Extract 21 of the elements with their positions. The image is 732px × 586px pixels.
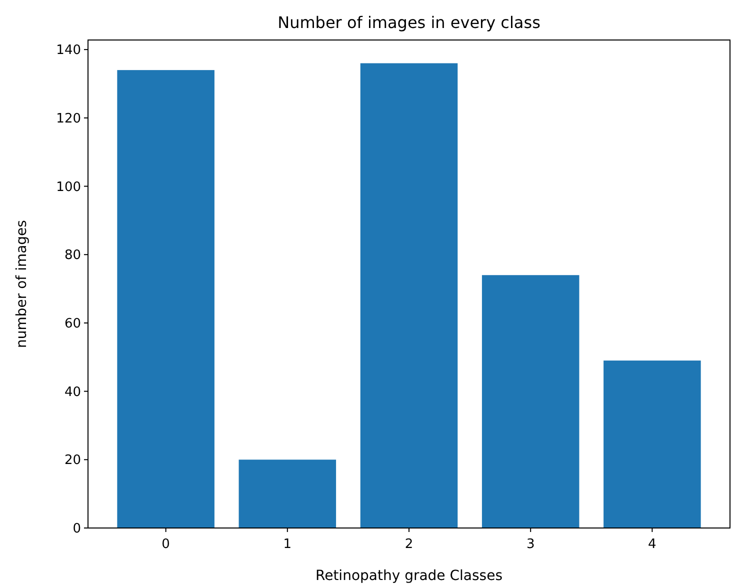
- y-tick-label: 20: [64, 453, 81, 468]
- y-axis-title: number of images: [14, 220, 30, 348]
- y-tick-label: 140: [56, 43, 81, 58]
- bar: [360, 63, 458, 528]
- x-axis-title: Retinopathy grade Classes: [315, 568, 503, 584]
- x-tick-label: 2: [404, 537, 414, 552]
- y-tick-label: 120: [56, 111, 81, 126]
- y-tick-label: 40: [64, 384, 81, 400]
- bar: [482, 275, 580, 528]
- y-tick-label: 80: [64, 248, 81, 264]
- x-tick-label: 3: [526, 537, 535, 552]
- x-tick-label: 0: [162, 537, 170, 552]
- chart-title: Number of images in every class: [278, 13, 540, 32]
- bar: [238, 460, 336, 528]
- bar: [604, 360, 701, 528]
- x-tick-label: 1: [283, 537, 292, 552]
- y-tick-label: 60: [64, 316, 81, 332]
- bar: [117, 70, 214, 528]
- x-tick-label: 4: [648, 537, 656, 552]
- y-tick-label: 0: [72, 522, 81, 537]
- y-tick-label: 100: [56, 180, 81, 195]
